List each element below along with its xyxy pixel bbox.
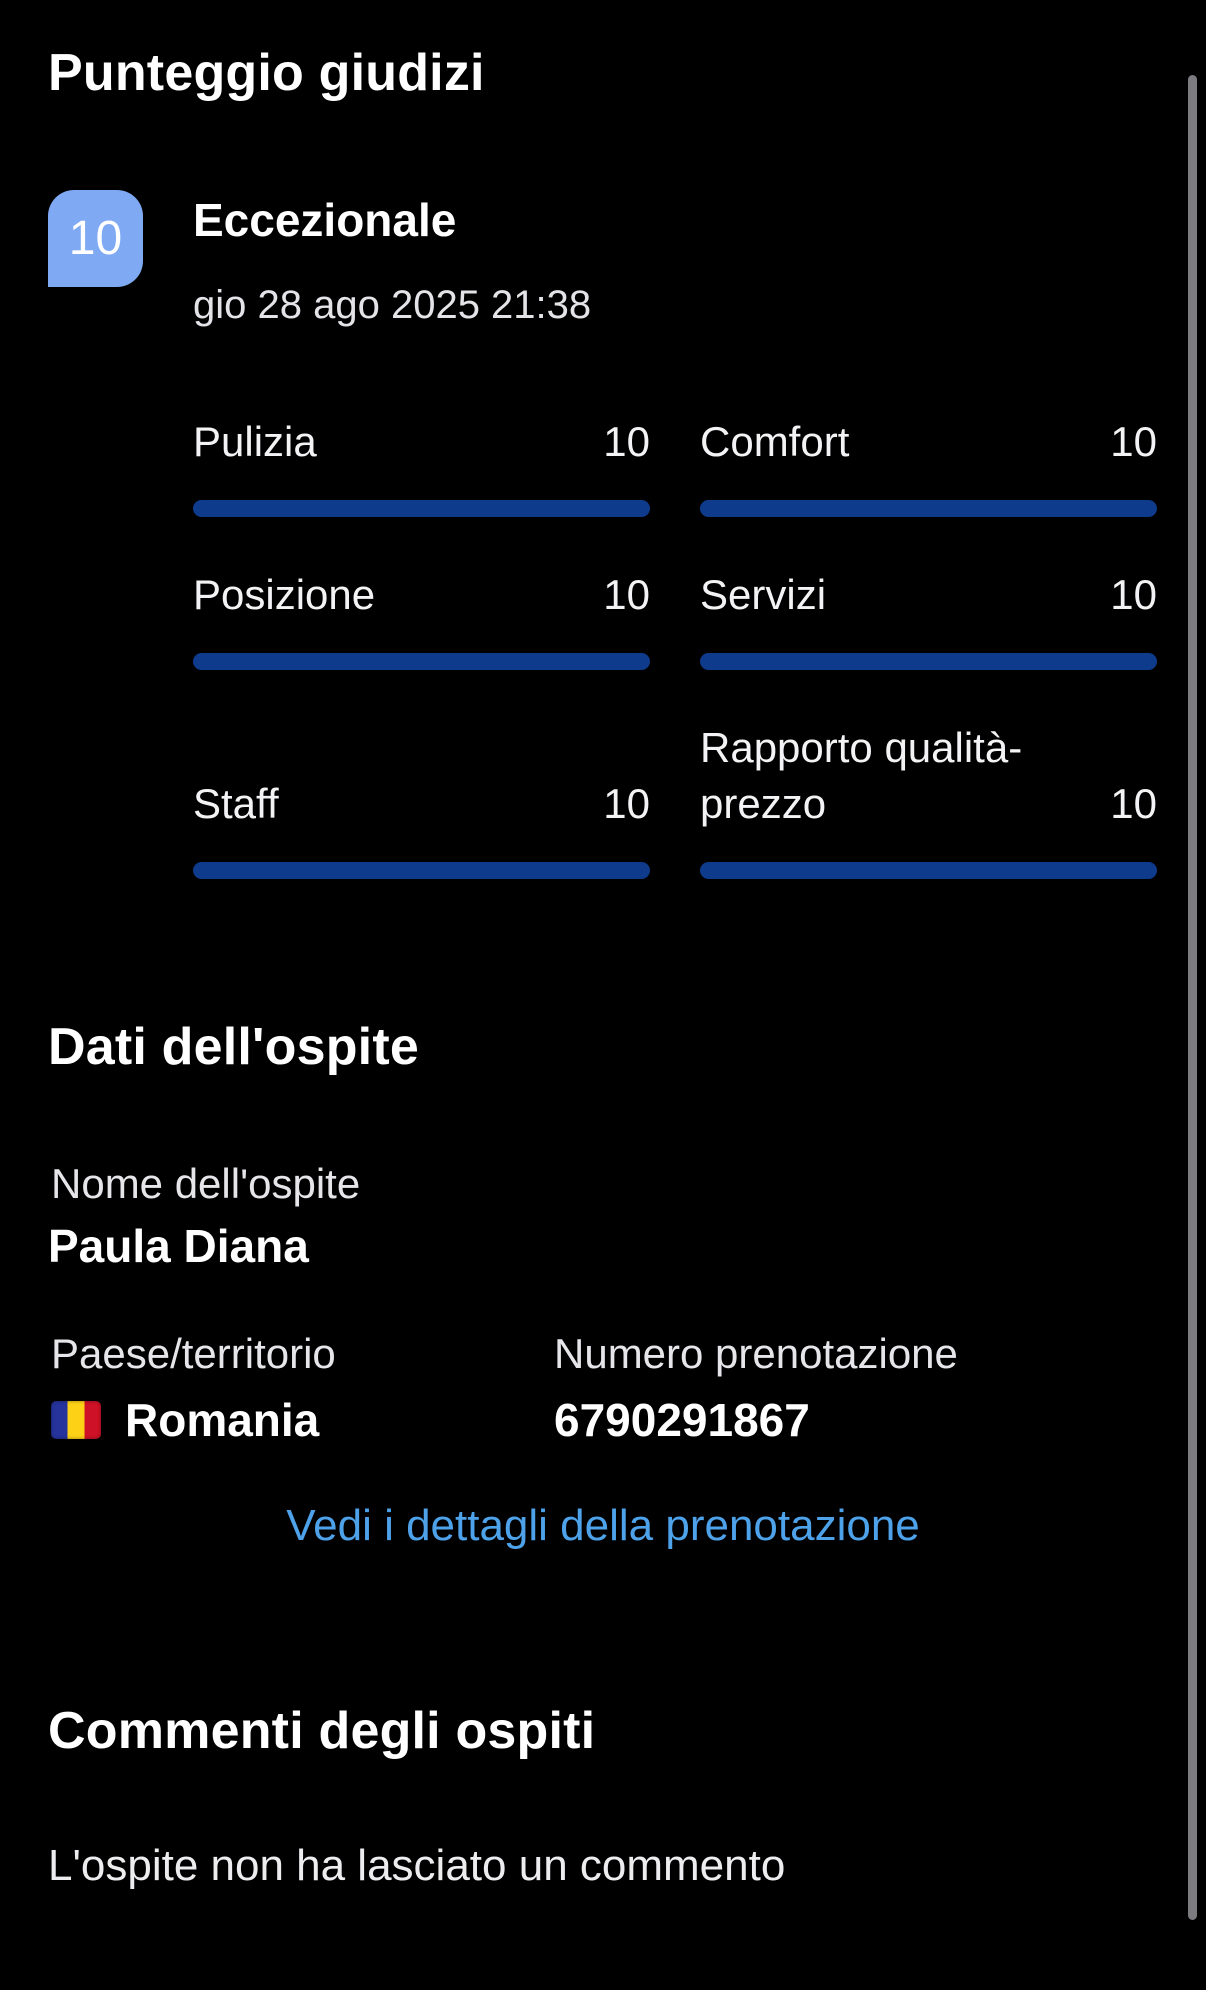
country-value: Romania xyxy=(125,1394,320,1446)
rating-item: Rapporto qualità-prezzo 10 xyxy=(700,720,1157,879)
country-block: Paese/territorio Romania xyxy=(51,1326,336,1450)
score-badge: 10 xyxy=(48,190,143,287)
rating-label: Servizi xyxy=(700,571,827,618)
rating-value: 10 xyxy=(1110,418,1157,465)
section-title-review-score: Punteggio giudizi xyxy=(48,44,485,102)
rating-bar-fill xyxy=(193,862,650,879)
rating-value: 10 xyxy=(1110,571,1157,618)
rating-bar-fill xyxy=(193,500,650,517)
scrollbar[interactable] xyxy=(1188,75,1197,1920)
score-label: Eccezionale xyxy=(193,194,457,246)
romania-flag-icon xyxy=(51,1401,101,1439)
rating-bar-fill xyxy=(700,500,1157,517)
guest-comment-empty-message: L'ospite non ha lasciato un commento xyxy=(48,1841,786,1890)
rating-item: Comfort 10 xyxy=(700,414,1157,517)
rating-value: 10 xyxy=(603,571,650,618)
guest-name-value: Paula Diana xyxy=(48,1220,309,1272)
rating-label: Rapporto qualità-prezzo xyxy=(700,724,1023,827)
rating-item: Posizione 10 xyxy=(193,567,650,670)
rating-item: Pulizia 10 xyxy=(193,414,650,517)
booking-number-block: Numero prenotazione 6790291867 xyxy=(554,1326,958,1450)
rating-bar-fill xyxy=(700,862,1157,879)
rating-bar-fill xyxy=(193,653,650,670)
rating-value: 10 xyxy=(603,780,650,827)
score-date: gio 28 ago 2025 21:38 xyxy=(193,283,592,327)
rating-value: 10 xyxy=(1110,780,1157,827)
booking-number-value: 6790291867 xyxy=(554,1394,810,1446)
section-title-guest-comments: Commenti degli ospiti xyxy=(48,1702,596,1760)
booking-details-link[interactable]: Vedi i dettagli della prenotazione xyxy=(286,1501,920,1550)
rating-bar xyxy=(700,862,1157,879)
rating-bar xyxy=(193,500,650,517)
rating-bar xyxy=(700,500,1157,517)
country-label: Paese/territorio xyxy=(51,1330,336,1377)
rating-item: Staff 10 xyxy=(193,720,650,879)
rating-bar-fill xyxy=(700,653,1157,670)
rating-label: Pulizia xyxy=(193,418,317,465)
rating-bar xyxy=(700,653,1157,670)
rating-label: Posizione xyxy=(193,571,376,618)
rating-item: Servizi 10 xyxy=(700,567,1157,670)
booking-number-label: Numero prenotazione xyxy=(554,1330,958,1377)
rating-bar xyxy=(193,653,650,670)
score-header: 10 Eccezionale gio 28 ago 2025 21:38 xyxy=(48,190,591,326)
guest-name-label: Nome dell'ospite xyxy=(51,1160,361,1207)
rating-label: Staff xyxy=(193,780,279,827)
section-title-guest-details: Dati dell'ospite xyxy=(48,1018,419,1076)
rating-bar xyxy=(193,862,650,879)
ratings-grid: Pulizia 10 Comfort 10 Posizione 10 Servi… xyxy=(193,414,1157,879)
rating-label: Comfort xyxy=(700,418,850,465)
rating-value: 10 xyxy=(603,418,650,465)
